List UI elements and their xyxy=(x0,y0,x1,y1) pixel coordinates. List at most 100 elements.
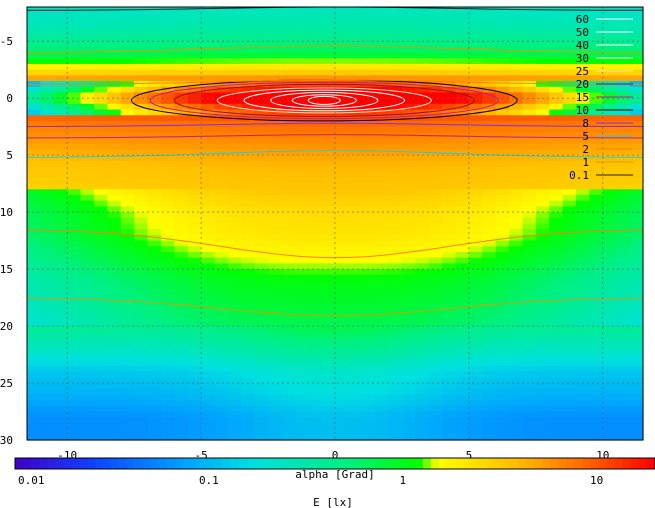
heatmap-cell xyxy=(442,348,457,356)
heatmap-cell xyxy=(281,200,296,208)
heatmap-cell xyxy=(522,422,537,430)
heatmap-cell xyxy=(93,343,108,350)
heatmap-cell xyxy=(120,120,135,128)
heatmap-cell xyxy=(522,314,537,321)
heatmap-cell xyxy=(67,46,82,54)
heatmap-cell xyxy=(375,246,390,253)
heatmap-cell xyxy=(187,388,202,396)
heatmap-cell xyxy=(227,257,242,264)
heatmap-cell xyxy=(428,383,443,390)
heatmap-cell xyxy=(241,103,256,111)
heatmap-cell xyxy=(268,422,283,430)
heatmap-cell xyxy=(495,320,510,327)
heatmap-cell xyxy=(616,286,631,293)
heatmap-cell xyxy=(509,394,524,401)
heatmap-cell xyxy=(348,331,363,339)
heatmap-cell xyxy=(616,428,631,435)
heatmap-cell xyxy=(201,240,216,247)
heatmap-cell xyxy=(388,98,403,105)
heatmap-cell xyxy=(187,172,202,179)
heatmap-cell xyxy=(415,240,430,247)
heatmap-cell xyxy=(495,400,510,407)
heatmap-cell xyxy=(535,143,550,151)
heatmap-cell xyxy=(495,195,510,202)
heatmap-cell xyxy=(321,405,336,413)
heatmap-cell xyxy=(401,126,416,133)
heatmap-cell xyxy=(576,240,591,247)
heatmap-cell xyxy=(294,98,309,105)
heatmap-cell xyxy=(562,206,577,213)
heatmap-cell xyxy=(227,75,242,82)
heatmap-cell xyxy=(201,166,216,173)
heatmap-cell xyxy=(134,257,149,264)
heatmap-cell xyxy=(254,35,269,42)
heatmap-cell xyxy=(401,98,416,105)
heatmap-cell xyxy=(254,365,269,373)
heatmap-cell xyxy=(616,400,631,407)
heatmap-cell xyxy=(40,18,55,25)
heatmap-cell xyxy=(80,41,95,48)
heatmap-cell xyxy=(254,280,269,287)
heatmap-cell xyxy=(415,75,430,82)
heatmap-cell xyxy=(401,337,416,344)
heatmap-cell xyxy=(442,52,457,59)
heatmap-cell xyxy=(281,223,296,230)
heatmap-cell xyxy=(80,326,95,333)
heatmap-cell xyxy=(482,405,497,413)
heatmap-cell xyxy=(549,12,564,19)
heatmap-cell xyxy=(428,166,443,173)
heatmap-cell xyxy=(522,320,537,327)
heatmap-cell xyxy=(509,98,524,105)
heatmap-cell xyxy=(629,212,644,219)
heatmap-cell xyxy=(415,314,430,321)
heatmap-cell xyxy=(629,143,644,151)
heatmap-cell xyxy=(147,126,162,133)
heatmap-cell xyxy=(134,166,149,173)
heatmap-cell xyxy=(562,98,577,105)
heatmap-cell xyxy=(468,195,483,202)
heatmap-cell xyxy=(455,383,470,390)
heatmap-cell xyxy=(428,195,443,202)
heatmap-cell xyxy=(576,52,591,59)
heatmap-cell xyxy=(268,365,283,373)
heatmap-cell xyxy=(602,434,617,441)
colorbar-segment xyxy=(447,458,456,469)
heatmap-cell xyxy=(174,257,189,264)
heatmap-cell xyxy=(589,12,604,19)
heatmap-cell xyxy=(174,274,189,282)
heatmap-cell xyxy=(549,348,564,356)
heatmap-cell xyxy=(321,383,336,390)
heatmap-cell xyxy=(415,98,430,105)
heatmap-cell xyxy=(241,138,256,145)
heatmap-cell xyxy=(415,58,430,65)
heatmap-cell xyxy=(147,360,162,367)
heatmap-cell xyxy=(187,286,202,293)
heatmap-cell xyxy=(576,400,591,407)
heatmap-cell xyxy=(415,103,430,111)
heatmap-cell xyxy=(187,326,202,333)
heatmap-cell xyxy=(80,115,95,122)
heatmap-cell xyxy=(428,138,443,145)
heatmap-cell xyxy=(187,405,202,413)
heatmap-cell xyxy=(53,269,68,276)
heatmap-cell xyxy=(174,143,189,151)
heatmap-cell xyxy=(187,41,202,48)
heatmap-cell xyxy=(187,394,202,401)
heatmap-cell xyxy=(468,12,483,19)
heatmap-cell xyxy=(254,81,269,88)
heatmap-cell xyxy=(160,120,175,128)
y-tick-label: 20 xyxy=(0,320,13,333)
heatmap-cell xyxy=(268,177,283,185)
heatmap-cell xyxy=(214,29,229,37)
heatmap-cell xyxy=(509,189,524,196)
heatmap-cell xyxy=(562,286,577,293)
heatmap-cell xyxy=(361,234,376,242)
heatmap-cell xyxy=(174,383,189,390)
heatmap-cell xyxy=(134,212,149,219)
heatmap-cell xyxy=(401,58,416,65)
heatmap-cell xyxy=(187,81,202,88)
heatmap-cell xyxy=(375,149,390,156)
heatmap-cell xyxy=(40,172,55,179)
heatmap-cell xyxy=(335,223,349,230)
heatmap-cell xyxy=(160,212,175,219)
